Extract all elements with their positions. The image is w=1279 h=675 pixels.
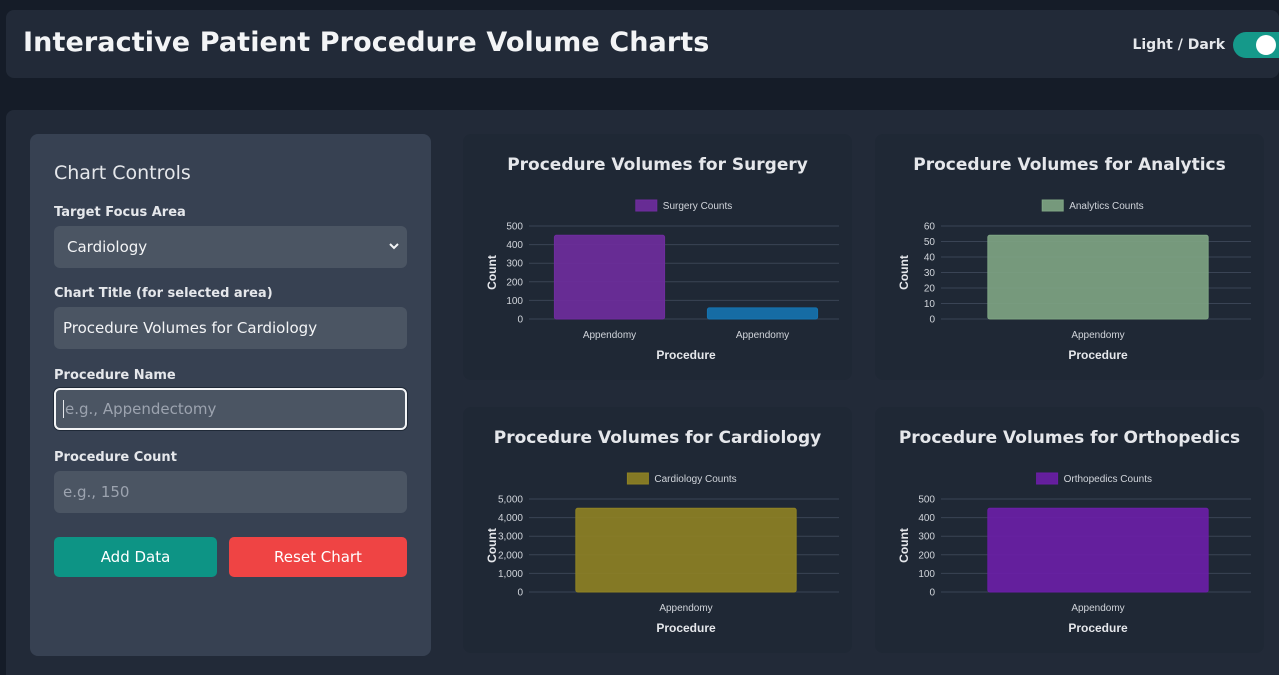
add-data-button[interactable]: Add Data [54, 537, 217, 577]
toggle-knob [1256, 35, 1276, 55]
legend-swatch [1041, 199, 1064, 212]
focus-area-value: Cardiology [67, 238, 148, 256]
y-tick-label: 100 [506, 296, 523, 307]
bar [706, 307, 819, 320]
y-tick-label: 0 [517, 315, 523, 326]
y-tick-label: 1,000 [498, 569, 523, 580]
y-tick-label: 40 [924, 253, 936, 264]
chart-svg: Surgery Counts 0 100 200 300 400 500 Appendomy A… [485, 199, 839, 362]
chart-title-value: Procedure Volumes for Cardiology [63, 319, 318, 337]
procedure-name-input[interactable]: e.g., Appendectomy [54, 388, 407, 430]
y-axis-label: Count [485, 528, 499, 563]
chart-card-cardiology: Procedure Volumes for Cardiology Cardiol… [463, 407, 852, 653]
theme-toggle-label: Light / Dark [1132, 37, 1225, 53]
y-tick-label: 0 [929, 315, 935, 326]
chart-card-orthopedics: Procedure Volumes for Orthopedics Orthop… [875, 407, 1264, 653]
chart-controls-panel: Chart Controls Target Focus Area Cardiol… [30, 134, 431, 656]
chart-title-label: Chart Title (for selected area) [54, 286, 273, 301]
bar [987, 234, 1209, 320]
y-tick-label: 10 [924, 299, 936, 310]
procedure-count-input[interactable]: e.g., 150 [54, 471, 407, 513]
x-tick-label: Appendomy [1071, 603, 1124, 614]
focus-area-label: Target Focus Area [54, 205, 186, 220]
reset-chart-button[interactable]: Reset Chart [229, 537, 407, 577]
y-tick-label: 2,000 [498, 550, 523, 561]
legend-swatch [626, 472, 649, 485]
y-tick-label: 50 [924, 237, 936, 248]
procedure-name-label: Procedure Name [54, 368, 176, 383]
x-axis-label: Procedure [1068, 348, 1128, 362]
procedure-name-placeholder: e.g., Appendectomy [65, 400, 217, 418]
chevron-down-icon [389, 243, 399, 250]
y-tick-label: 500 [506, 222, 523, 233]
x-axis-label: Procedure [656, 348, 716, 362]
app-header: Interactive Patient Procedure Volume Cha… [6, 10, 1279, 78]
legend-label: Analytics Counts [1069, 201, 1143, 212]
y-tick-label: 300 [506, 259, 523, 270]
y-tick-label: 200 [506, 277, 523, 288]
chart-svg: Cardiology Counts 0 1,000 2,000 3,000 4,000 5,… [485, 472, 839, 635]
bar [987, 507, 1209, 593]
y-tick-label: 4,000 [498, 513, 523, 524]
text-caret [63, 400, 64, 418]
legend-swatch [1036, 472, 1059, 485]
y-tick-label: 400 [506, 240, 523, 251]
y-tick-label: 0 [929, 588, 935, 599]
legend-label: Cardiology Counts [654, 474, 736, 485]
procedure-count-label: Procedure Count [54, 450, 177, 465]
y-tick-label: 20 [924, 284, 936, 295]
procedure-count-placeholder: e.g., 150 [63, 483, 130, 501]
y-axis-label: Count [485, 255, 499, 290]
chart-title: Procedure Volumes for Surgery [507, 155, 808, 175]
chart-title: Procedure Volumes for Orthopedics [898, 428, 1241, 448]
theme-toggle-switch[interactable] [1233, 32, 1279, 58]
theme-toggle-group: Light / Dark [1132, 32, 1279, 58]
y-axis-label: Count [897, 528, 911, 563]
focus-area-select[interactable]: Cardiology [54, 226, 407, 268]
controls-heading: Chart Controls [54, 162, 191, 184]
y-tick-label: 30 [924, 268, 936, 279]
chart-card-surgery: Procedure Volumes for Surgery Surgery Co… [463, 134, 852, 380]
legend-swatch [635, 199, 658, 212]
x-axis-label: Procedure [656, 621, 716, 635]
y-tick-label: 5,000 [498, 495, 523, 506]
y-tick-label: 400 [918, 513, 935, 524]
x-tick-label: Appendomy [659, 603, 712, 614]
bar [553, 234, 666, 320]
y-tick-label: 100 [918, 569, 935, 580]
chart-svg: Orthopedics Counts 0 100 200 300 400 500 Append… [897, 472, 1251, 635]
bar [575, 507, 797, 593]
y-tick-label: 60 [924, 222, 936, 233]
chart-title: Procedure Volumes for Analytics [913, 155, 1226, 175]
x-tick-label: Appendomy [583, 330, 636, 341]
y-tick-label: 500 [918, 495, 935, 506]
page-title: Interactive Patient Procedure Volume Cha… [23, 27, 710, 58]
legend-label: Orthopedics Counts [1064, 474, 1152, 485]
x-tick-label: Appendomy [736, 330, 789, 341]
chart-title: Procedure Volumes for Cardiology [493, 428, 822, 448]
y-axis-label: Count [897, 255, 911, 290]
legend-label: Surgery Counts [663, 201, 732, 212]
chart-title-input[interactable]: Procedure Volumes for Cardiology [54, 307, 407, 349]
chart-card-analytics: Procedure Volumes for Analytics Analytic… [875, 134, 1264, 380]
chart-svg: Analytics Counts 0 10 20 30 40 50 60 Appendomy Pr… [897, 199, 1251, 362]
x-tick-label: Appendomy [1071, 330, 1124, 341]
y-tick-label: 300 [918, 532, 935, 543]
main-panel: Chart Controls Target Focus Area Cardiol… [6, 110, 1279, 675]
x-axis-label: Procedure [1068, 621, 1128, 635]
y-tick-label: 200 [918, 550, 935, 561]
y-tick-label: 0 [517, 588, 523, 599]
y-tick-label: 3,000 [498, 532, 523, 543]
